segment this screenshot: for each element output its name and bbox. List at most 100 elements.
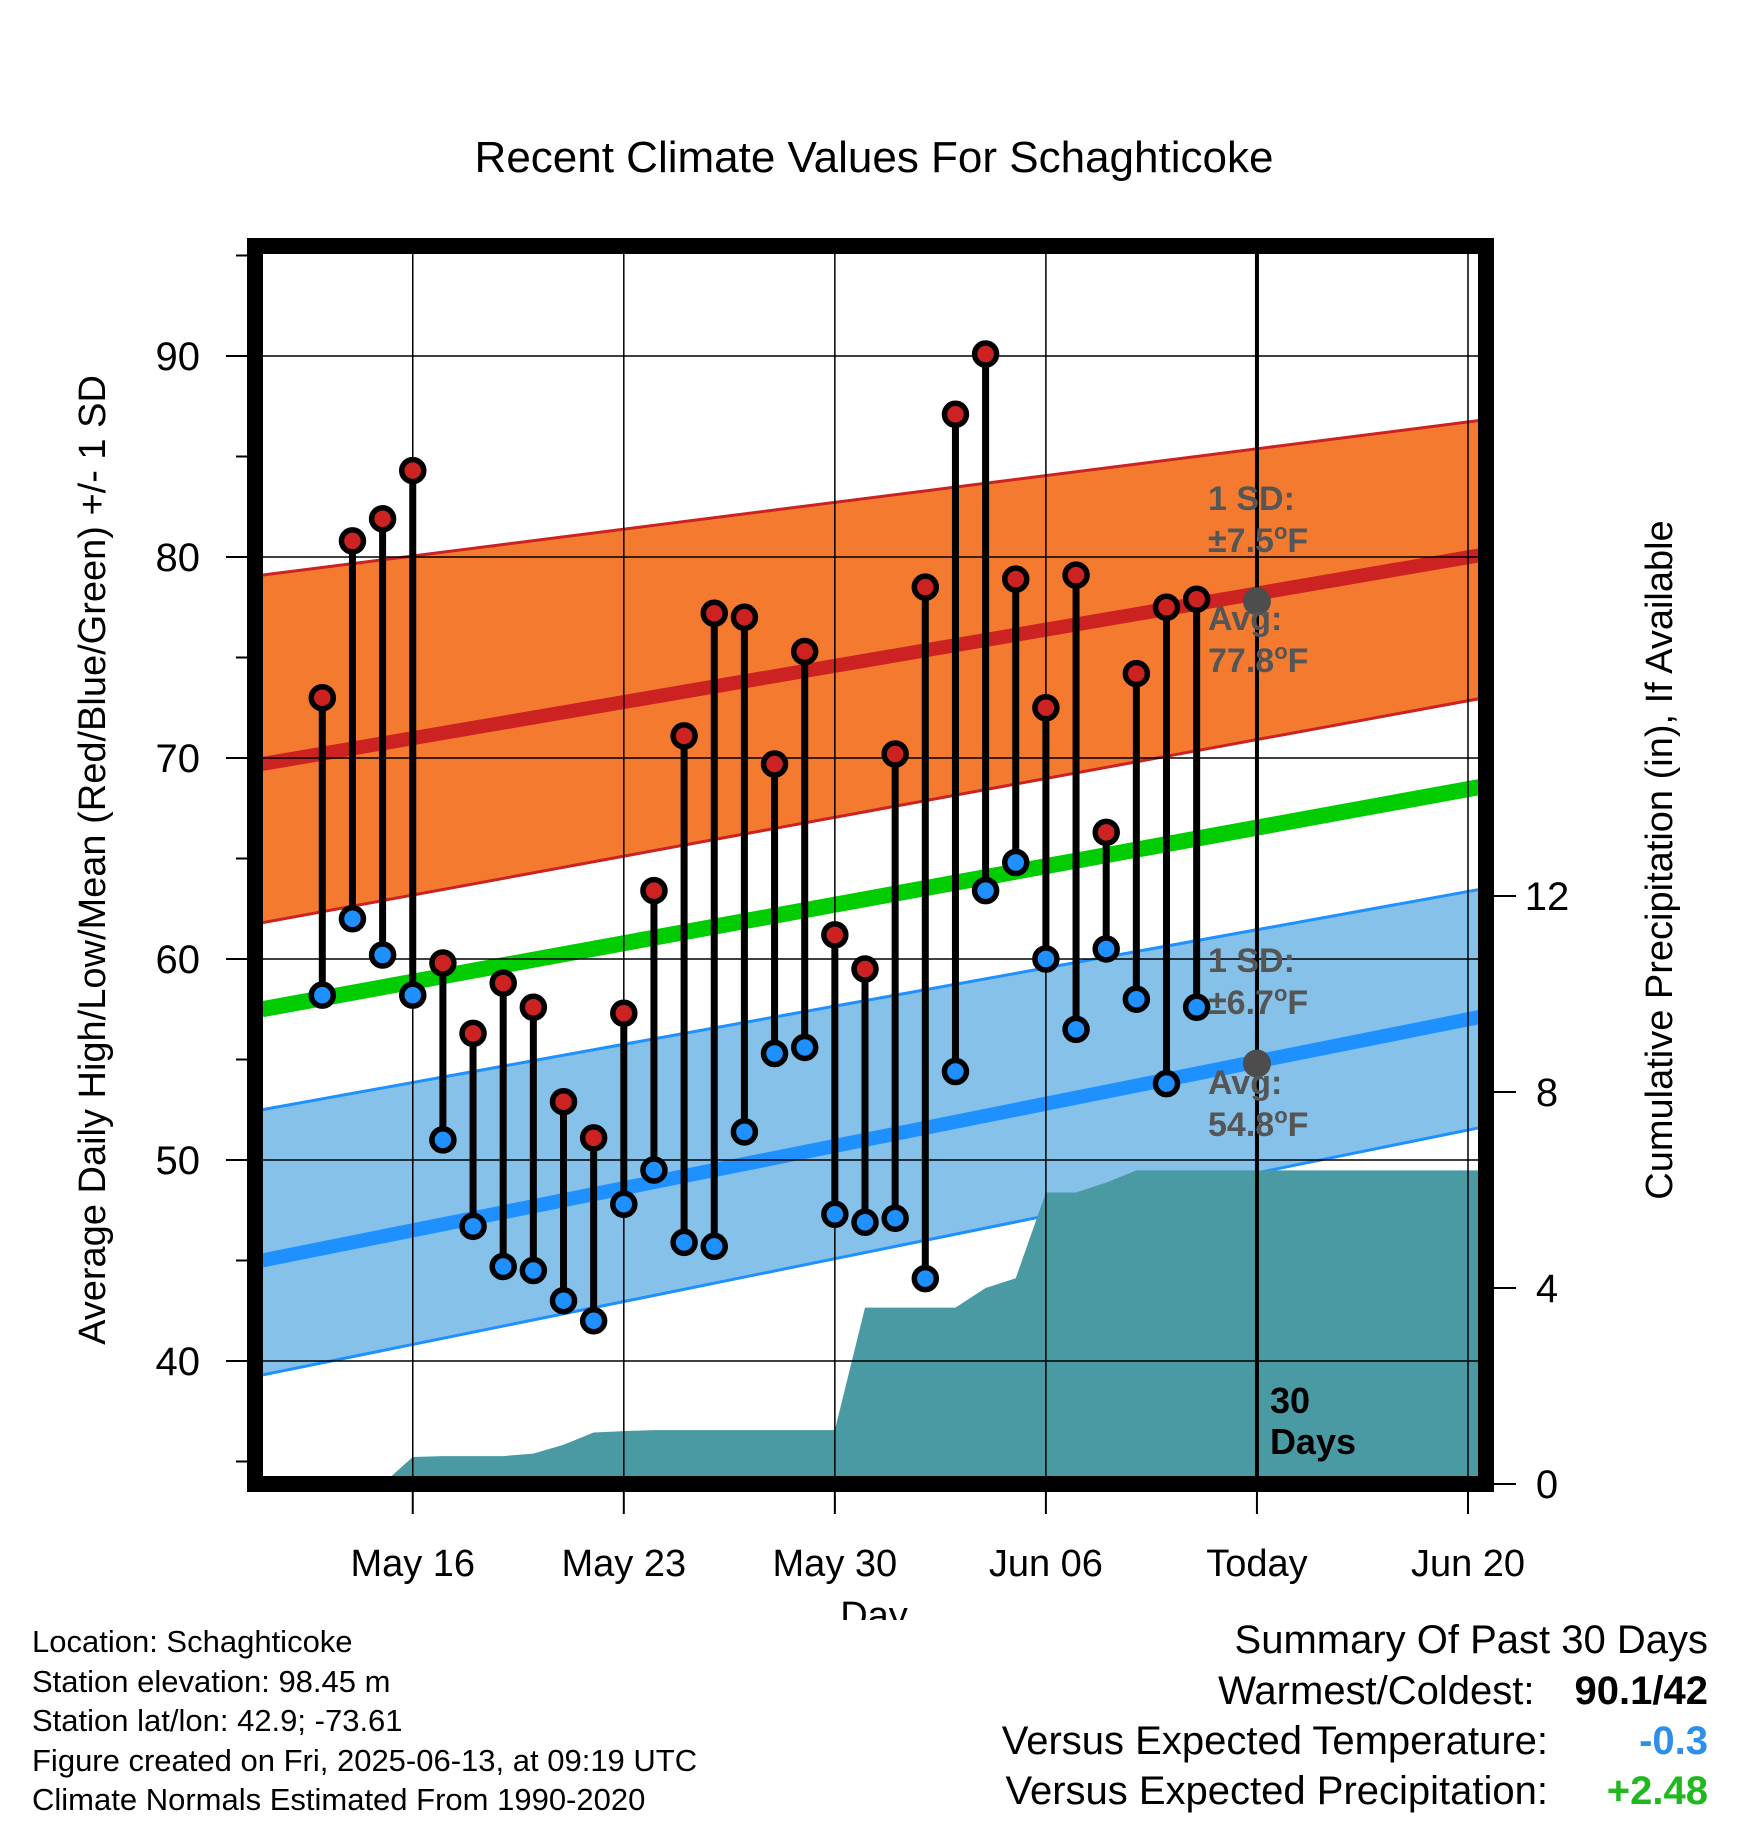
high-marker (429, 949, 457, 977)
summary-panel: Summary Of Past 30 Days Warmest/Coldest:… (1002, 1614, 1708, 1816)
y2-tick-label: 4 (1536, 1267, 1558, 1311)
low-marker (579, 1307, 608, 1335)
plot-area (255, 246, 1486, 1484)
normal-high-line (260, 547, 1486, 771)
precip-value: +2.48 (1606, 1769, 1708, 1813)
temp-label: Versus Expected Temperature: (1001, 1719, 1548, 1763)
high-sd-value: ±7.5oF (1208, 519, 1308, 560)
latlon-text: Station lat/lon: 42.9; -73.61 (32, 1703, 403, 1738)
high-marker (670, 722, 698, 750)
low-marker (610, 1190, 638, 1218)
high-sd-label: 1 SD: (1208, 480, 1295, 518)
low-marker (1062, 1015, 1090, 1044)
low-marker (700, 1232, 728, 1261)
high-marker (1182, 585, 1211, 613)
y-tick-label: 90 (156, 335, 201, 379)
high-marker (459, 1019, 487, 1048)
high-avg-label: Avg: (1208, 600, 1282, 638)
x-tick-label: Today (1206, 1543, 1307, 1585)
low-marker (429, 1126, 457, 1154)
low-sd-value: ±6.7oF (1208, 981, 1308, 1022)
low-marker (790, 1033, 819, 1062)
warmest-value: 90.1/42 (1574, 1669, 1708, 1713)
location-text: Location: Schaghticoke (32, 1624, 353, 1659)
high-marker (1002, 565, 1030, 593)
low-marker (971, 876, 1000, 905)
high-marker (640, 876, 668, 905)
low-marker (911, 1264, 940, 1293)
high-marker (1152, 593, 1181, 621)
low-marker (519, 1256, 548, 1285)
low-marker (489, 1252, 517, 1281)
high-marker (790, 637, 819, 666)
high-marker (489, 969, 517, 997)
high-marker (971, 340, 1000, 368)
high-marker (579, 1124, 608, 1152)
high-sd-band (262, 419, 1486, 923)
high-marker (1122, 659, 1151, 688)
y2-tick-label: 8 (1536, 1071, 1558, 1115)
x-tick-label: May 16 (350, 1543, 475, 1585)
today-label-line1: 30 (1270, 1380, 1310, 1421)
elevation-text: Station elevation: 98.45 m (32, 1663, 391, 1699)
normals-text: Climate Normals Estimated From 1990-2020 (32, 1782, 646, 1817)
low-marker (670, 1228, 698, 1257)
high-marker (519, 993, 548, 1021)
x-axis-label: Day (840, 1595, 908, 1620)
low-marker (368, 941, 397, 969)
y-tick-label: 50 (156, 1139, 201, 1183)
low-marker (1182, 993, 1211, 1021)
y-tick-label: 70 (156, 737, 201, 781)
low-marker (1002, 848, 1030, 877)
high-avg-today-dot (1242, 587, 1271, 616)
low-marker (821, 1200, 849, 1229)
high-marker (911, 573, 940, 601)
low-marker (338, 905, 367, 933)
low-marker (459, 1212, 487, 1241)
low-marker (549, 1286, 578, 1315)
high-marker (338, 527, 367, 555)
high-marker (1032, 694, 1060, 722)
low-marker (1032, 945, 1060, 973)
x-tick-label: May 30 (773, 1543, 898, 1585)
high-marker (1062, 561, 1090, 589)
high-marker (549, 1087, 578, 1116)
high-marker (368, 505, 397, 533)
high-marker (1092, 818, 1120, 847)
low-marker (399, 981, 427, 1009)
low-marker (308, 981, 337, 1009)
high-marker (941, 400, 970, 429)
plot-frame (247, 238, 1494, 1492)
low-marker (760, 1039, 789, 1068)
x-tick-label: Jun 06 (989, 1543, 1103, 1585)
precipitation-area (262, 1170, 1486, 1484)
y2-tick-label: 0 (1536, 1463, 1558, 1507)
high-marker (399, 456, 427, 485)
low-marker (640, 1156, 668, 1184)
temp-value: -0.3 (1639, 1719, 1708, 1763)
low-marker (730, 1118, 759, 1146)
high-marker (881, 740, 909, 768)
low-sd-label: 1 SD: (1208, 942, 1295, 980)
high-marker (700, 599, 728, 628)
x-tick-label: May 23 (561, 1543, 686, 1585)
summary-row-temp: Versus Expected Temperature: -0.3 (1002, 1716, 1708, 1766)
high-marker (851, 955, 879, 983)
low-avg-value: 54.8oF (1208, 1103, 1308, 1144)
low-marker (881, 1204, 909, 1233)
summary-title: Summary Of Past 30 Days (1234, 1618, 1708, 1662)
high-marker (821, 921, 849, 949)
y2-axis-label: Cumulative Precipitation (in), If Availa… (1639, 520, 1681, 1199)
low-marker (1122, 985, 1151, 1013)
summary-row-warmest: Warmest/Coldest: 90.1/42 (1002, 1666, 1708, 1716)
y2-tick-label: 12 (1525, 875, 1570, 919)
created-text: Figure created on Fri, 2025-06-13, at 09… (32, 1742, 698, 1778)
high-avg-value: 77.8oF (1208, 639, 1308, 680)
chart-title: Recent Climate Values For Schaghticoke (475, 133, 1274, 182)
low-marker (1152, 1069, 1181, 1098)
climate-chart: Recent Climate Values For Schaghticoke 1… (72, 133, 1681, 1620)
low-avg-label: Avg: (1208, 1064, 1282, 1102)
station-info: Location: Schaghticoke Station elevation… (32, 1622, 697, 1820)
low-marker (1092, 935, 1120, 963)
low-marker (941, 1057, 970, 1086)
